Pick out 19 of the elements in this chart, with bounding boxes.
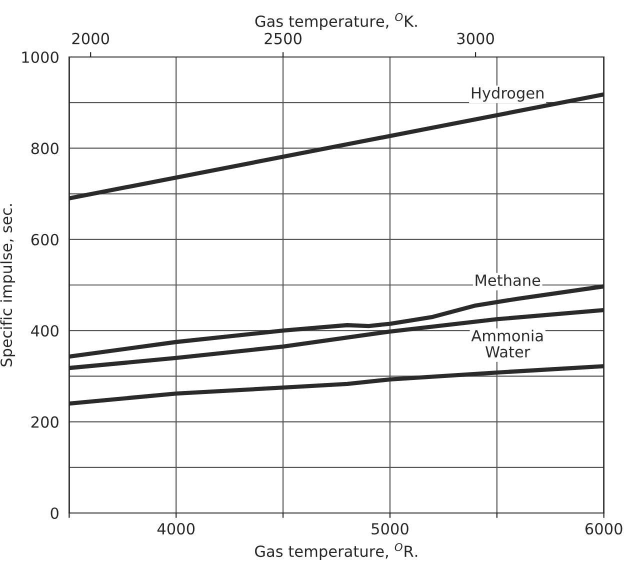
x-tick-label: 5000 <box>372 522 408 535</box>
x-axis-title: Gas temperature, $^{O}$R. <box>255 543 418 560</box>
y-tick-label: 200 <box>31 416 58 428</box>
x2-tick-label: 2000 <box>72 32 110 44</box>
x2-tick-label: 2500 <box>264 32 302 44</box>
series-label: Methane <box>476 274 540 286</box>
y-tick-label: 600 <box>31 234 58 246</box>
y-tick-label: 1000 <box>22 51 58 64</box>
y-tick-label: 0 <box>50 507 58 520</box>
x2-tick-label: 3000 <box>457 32 494 44</box>
y-axis-title: Specific impulse, sec. <box>0 204 16 366</box>
x-tick-label: 4000 <box>157 522 195 535</box>
series-label: Hydrogen <box>472 86 544 102</box>
y-tick-label: 800 <box>31 142 58 154</box>
x2-axis-title: Gas temperature, $^{O}$K. <box>255 13 417 30</box>
x-tick-label: 6000 <box>585 522 622 535</box>
y-tick-label: 400 <box>31 325 58 337</box>
series-label: Water <box>486 346 530 358</box>
series-label: Ammonia <box>471 330 543 342</box>
